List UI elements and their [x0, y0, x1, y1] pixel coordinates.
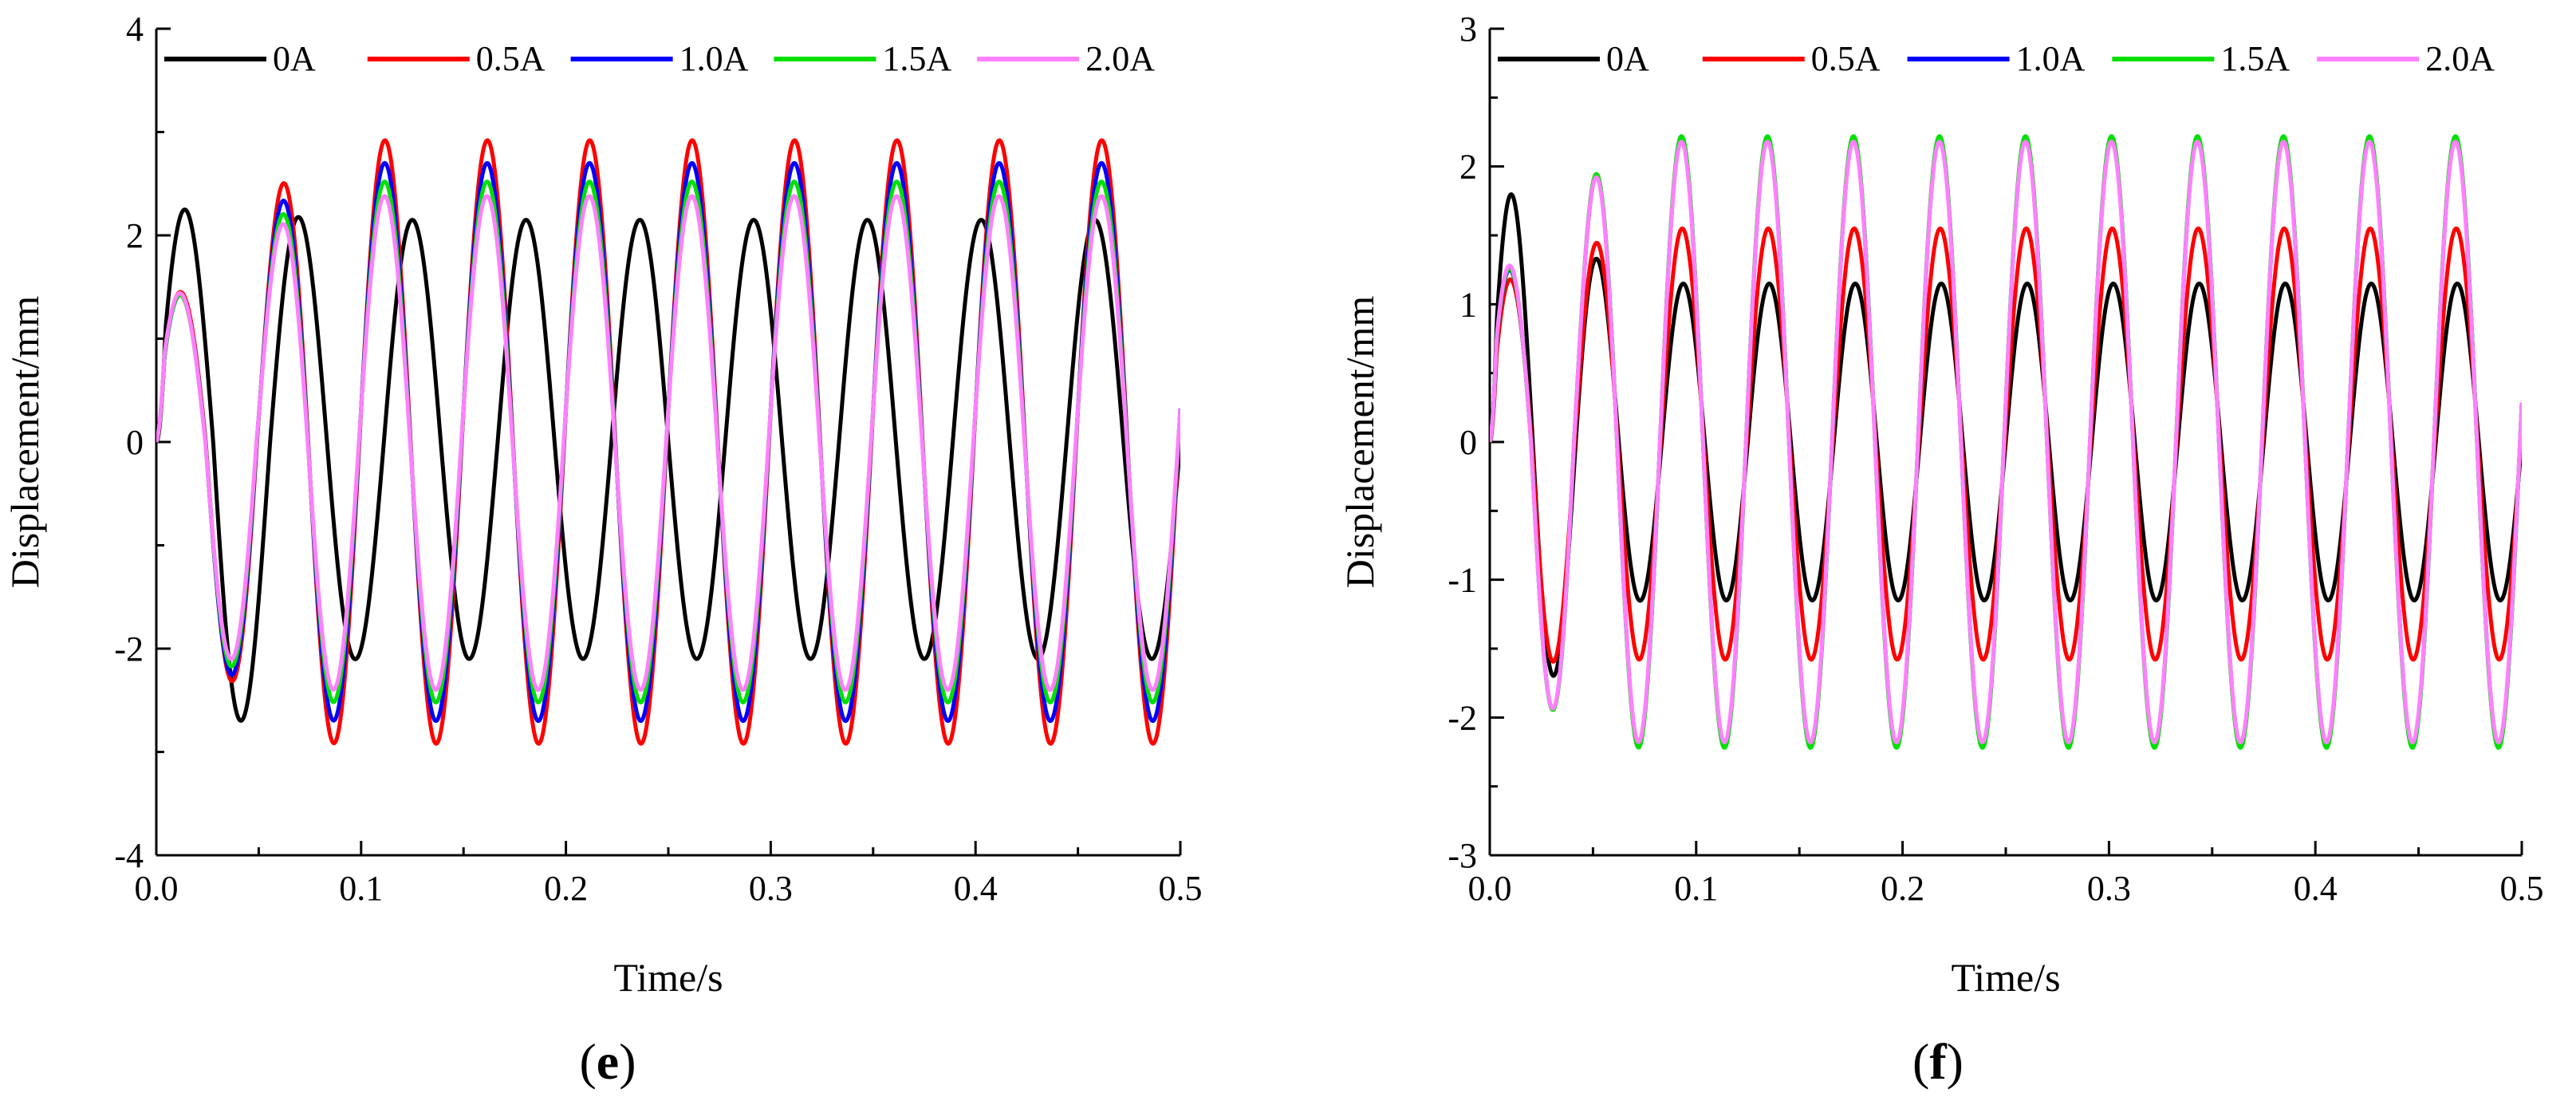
legend-label: 0A: [1606, 39, 1649, 78]
x-tick-label: 0.2: [1881, 869, 1924, 908]
y-tick-label: -2: [1448, 698, 1477, 737]
y-tick-label: 0: [1459, 423, 1477, 462]
legend-label: 0.5A: [476, 39, 546, 78]
x-tick-label: 0.1: [339, 869, 383, 908]
legend-label: 1.5A: [882, 39, 951, 78]
y-tick-label: 2: [126, 216, 144, 255]
x-tick-label: 0.0: [1468, 869, 1512, 908]
legend-label: 0.5A: [1811, 39, 1881, 78]
y-tick-label: -4: [114, 836, 144, 875]
series-line-2-0A: [1490, 140, 2522, 744]
series-line-2-0A: [156, 194, 1180, 693]
chart-panel-f: 0.0 0.1 0.2 0.3 0.4 0.5 -3 -2 -1 0 1 2 3 Time/s Displa…: [1337, 10, 2544, 1090]
series-line-1-0A: [156, 160, 1180, 724]
legend-label: 2.0A: [1085, 39, 1155, 78]
x-tick-label: 0.3: [749, 869, 793, 908]
chart-panel-e: 0.0 0.1 0.2 0.3 0.4 0.5 -4 -2 0 2 4 Time/s Displacem…: [2, 10, 1203, 1090]
x-tick-label: 0.2: [544, 869, 588, 908]
panel-label: (e): [579, 1033, 636, 1090]
legend-label: 0A: [273, 39, 316, 78]
y-tick-label: 0: [126, 423, 144, 462]
y-tick-label: -1: [1448, 561, 1477, 600]
x-tick-label: 0.5: [2500, 869, 2544, 908]
x-tick-label: 0.0: [135, 869, 179, 908]
panel-label: (f): [1912, 1033, 1964, 1090]
y-tick-label: -2: [114, 629, 144, 669]
legend-label: 1.5A: [2220, 39, 2290, 78]
y-tick-label: -3: [1448, 836, 1477, 875]
x-tick-label: 0.4: [2294, 869, 2338, 908]
x-tick-label: 0.3: [2087, 869, 2131, 908]
y-axis-title: Displacement/mm: [1337, 296, 1382, 589]
legend-label: 1.0A: [2016, 39, 2086, 78]
legend-label: 1.0A: [679, 39, 749, 78]
y-axis-title: Displacement/mm: [2, 296, 47, 589]
legend-label: 2.0A: [2425, 39, 2495, 78]
x-tick-label: 0.5: [1159, 869, 1203, 908]
x-tick-label: 0.4: [954, 869, 998, 908]
y-tick-label: 1: [1459, 285, 1477, 324]
y-tick-label: 4: [126, 10, 144, 49]
x-axis-title: Time/s: [1951, 955, 2060, 1000]
x-axis-title: Time/s: [613, 955, 723, 1000]
y-tick-label: 2: [1459, 148, 1477, 187]
x-tick-label: 0.1: [1674, 869, 1718, 908]
y-tick-label: 3: [1459, 10, 1477, 49]
